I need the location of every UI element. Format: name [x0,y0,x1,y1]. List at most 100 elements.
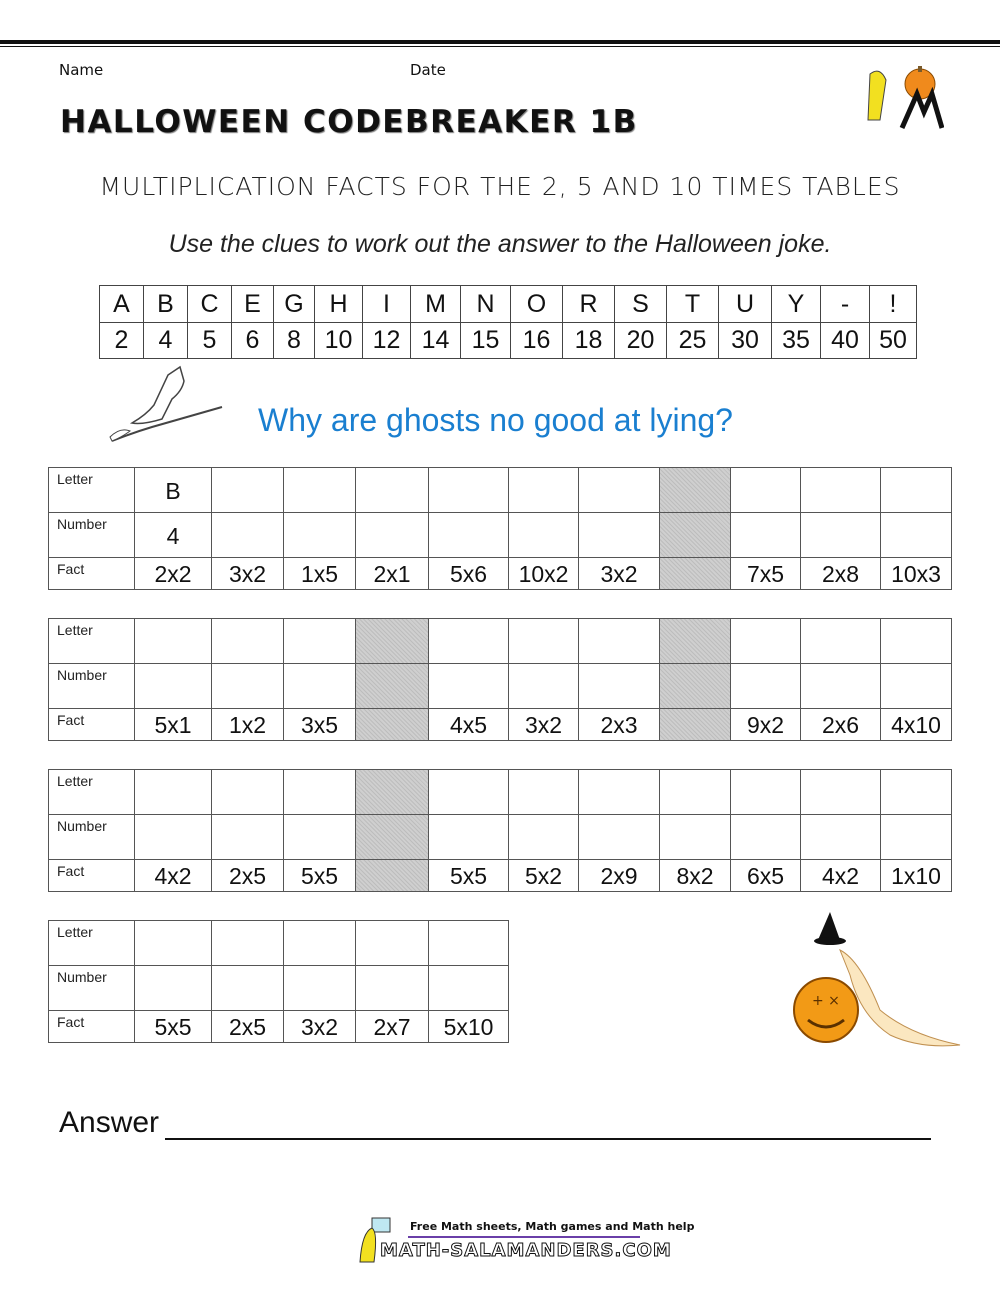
number-cell[interactable] [134,814,212,860]
fact-cell: 5x10 [428,1010,509,1043]
letter-cell[interactable]: B [134,467,212,513]
number-cell[interactable] [880,663,952,709]
code-number: 14 [410,322,461,359]
letter-cell[interactable] [428,467,509,513]
number-cell[interactable] [508,512,579,558]
answer-line[interactable] [165,1138,931,1140]
number-cell[interactable] [211,814,284,860]
number-cell[interactable] [880,512,952,558]
letter-cell[interactable] [134,618,212,664]
date-label: Date [410,61,446,79]
number-cell[interactable] [355,965,429,1011]
letter-cell[interactable] [283,467,356,513]
number-cell[interactable]: 4 [134,512,212,558]
letter-cell[interactable] [211,769,284,815]
letter-cell[interactable] [730,467,801,513]
fact-cell: 4x10 [880,708,952,741]
code-number: 30 [718,322,772,359]
number-cell[interactable] [508,663,579,709]
letter-cell[interactable] [578,467,660,513]
fact-cell: 2x9 [578,859,660,892]
letter-cell[interactable] [211,467,284,513]
answer-label: Answer [59,1106,160,1139]
blocked-cell [659,512,731,558]
fact-cell: 5x2 [508,859,579,892]
number-cell[interactable] [211,663,284,709]
number-cell[interactable] [880,814,952,860]
fact-cell: 6x5 [730,859,801,892]
number-cell[interactable] [283,512,356,558]
letter-cell[interactable] [880,769,952,815]
blocked-cell [355,769,429,815]
number-cell[interactable] [211,512,284,558]
code-number: 16 [510,322,563,359]
letter-cell[interactable] [283,769,356,815]
number-cell[interactable] [283,814,356,860]
letter-cell[interactable] [508,769,579,815]
fact-cell: 3x2 [578,557,660,590]
number-cell[interactable] [283,965,356,1011]
number-cell[interactable] [508,814,579,860]
letter-cell[interactable] [800,769,881,815]
letter-cell[interactable] [578,769,660,815]
code-letter: ! [869,285,917,323]
letter-cell[interactable] [134,920,212,966]
blocked-cell [355,663,429,709]
number-cell[interactable] [134,663,212,709]
fact-row-label: Fact [48,708,135,741]
letter-cell[interactable] [800,467,881,513]
fact-cell: 5x5 [428,859,509,892]
number-cell[interactable] [428,663,509,709]
letter-cell[interactable] [355,467,429,513]
blocked-cell [659,708,731,741]
number-cell[interactable] [578,512,660,558]
number-cell[interactable] [730,512,801,558]
letter-cell[interactable] [508,618,579,664]
number-cell[interactable] [428,814,509,860]
fact-cell: 3x2 [211,557,284,590]
number-cell[interactable] [283,663,356,709]
number-cell[interactable] [211,965,284,1011]
number-cell[interactable] [578,663,660,709]
footer-site-logo[interactable]: MATH-SALAMANDERS.COM [380,1240,672,1262]
letter-cell[interactable] [428,769,509,815]
letter-cell[interactable] [880,467,952,513]
number-cell[interactable] [428,965,509,1011]
letter-cell[interactable] [730,618,801,664]
number-cell[interactable] [134,965,212,1011]
letter-cell[interactable] [508,467,579,513]
svg-text:+ ×: + × [812,993,840,1009]
fact-cell: 2x2 [134,557,212,590]
number-cell[interactable] [800,663,881,709]
blocked-cell [355,859,429,892]
letter-cell[interactable] [355,920,429,966]
letter-cell[interactable] [428,618,509,664]
number-cell[interactable] [659,814,731,860]
fact-cell: 4x5 [428,708,509,741]
number-cell[interactable] [800,814,881,860]
number-cell[interactable] [578,814,660,860]
letter-cell[interactable] [880,618,952,664]
number-cell[interactable] [730,663,801,709]
fact-cell: 5x1 [134,708,212,741]
number-cell[interactable] [428,512,509,558]
letter-cell[interactable] [134,769,212,815]
top-rule [0,40,1000,44]
code-letter: H [314,285,363,323]
letter-cell[interactable] [659,769,731,815]
letter-cell[interactable] [283,920,356,966]
number-cell[interactable] [800,512,881,558]
letter-cell[interactable] [211,920,284,966]
number-cell[interactable] [355,512,429,558]
letter-row-label: Letter [48,618,135,664]
letter-cell[interactable] [730,769,801,815]
number-cell[interactable] [730,814,801,860]
letter-cell[interactable] [578,618,660,664]
letter-cell[interactable] [800,618,881,664]
letter-cell[interactable] [283,618,356,664]
code-letter: - [820,285,870,323]
footer-rule [408,1236,640,1238]
letter-cell[interactable] [211,618,284,664]
letter-cell[interactable] [428,920,509,966]
